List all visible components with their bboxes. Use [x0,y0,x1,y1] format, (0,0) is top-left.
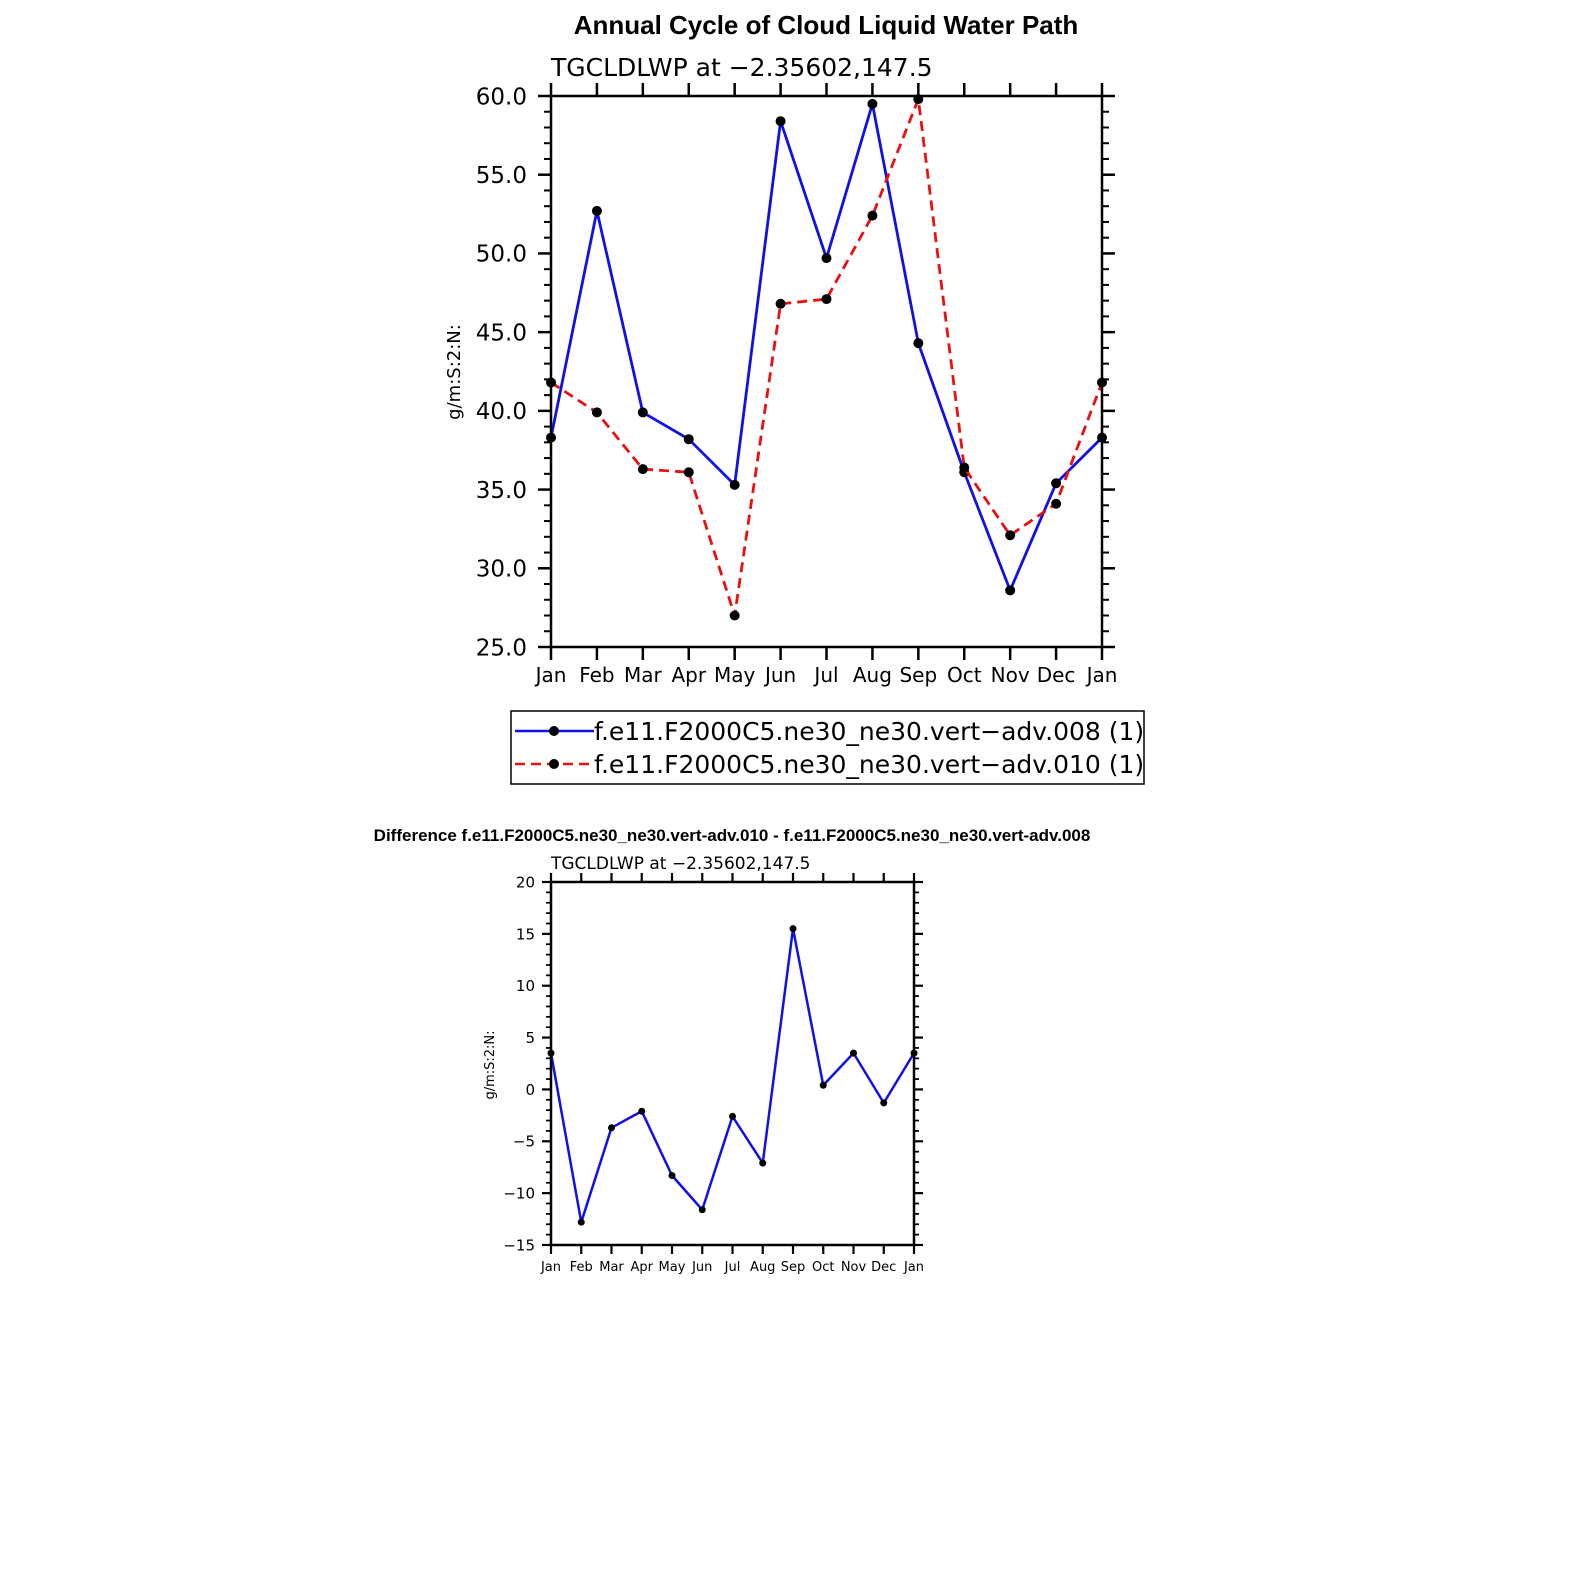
y-tick-label: 10 [516,977,535,995]
data-point-series-1 [698,1206,706,1214]
data-point-series-1 [1051,478,1062,489]
x-tick-label: Jan [534,663,567,687]
x-tick-label: Sep [781,1260,806,1275]
data-point-series-1 [821,253,832,264]
x-tick-label: Jan [540,1260,561,1275]
annual-cycle-chart: Annual Cycle of Cloud Liquid Water Path … [444,10,1145,785]
data-point-series-2 [637,464,648,475]
data-point-series-1 [759,1159,767,1167]
y-tick-label: 20 [516,873,535,891]
data-point-series-2 [959,462,970,473]
series-line-2 [550,97,1104,617]
data-point-series-2 [867,210,878,221]
data-point-series-1 [637,407,648,418]
y-tick-label: 60.0 [476,84,527,110]
y-tick-label: 45.0 [476,320,527,346]
data-point-series-1 [729,479,740,490]
data-point-series-1 [683,434,694,445]
y-tick-label: 5 [525,1029,535,1047]
chart-title: Annual Cycle of Cloud Liquid Water Path [574,10,1079,40]
x-tick-label: Sep [899,663,937,687]
x-tick-label: Apr [671,663,706,687]
y-tick-label: 55.0 [476,163,527,189]
legend-marker-series-2 [549,759,559,769]
x-tick-label: Apr [631,1260,654,1275]
y-tick-label: 30.0 [476,557,527,583]
x-tick-label: Oct [947,663,982,687]
legend-marker-series-1 [549,726,559,736]
data-point-series-1 [577,1218,585,1226]
legend-label-series-1: f.e11.F2000C5.ne30_ne30.vert−adv.008 (1) [594,717,1144,746]
data-point-series-2 [821,294,832,305]
data-point-series-2 [1005,530,1016,541]
data-point-series-2 [1051,498,1062,509]
x-tick-label: May [714,663,756,687]
legend: f.e11.F2000C5.ne30_ne30.vert−adv.008 (1)… [510,710,1145,785]
y-tick-label: 15 [516,925,535,943]
series-line-1 [549,102,1103,592]
y-tick-label: −10 [503,1185,535,1203]
data-point-series-1 [850,1049,857,1057]
x-tick-label: Jul [724,1260,741,1275]
legend-label-series-2: f.e11.F2000C5.ne30_ne30.vert−adv.010 (1) [594,750,1144,779]
data-point-series-1 [729,1112,736,1120]
x-tick-label: Nov [991,663,1030,687]
chart-title: Difference f.e11.F2000C5.ne30_ne30.vert-… [374,826,1091,845]
y-tick-label: 25.0 [476,635,527,661]
data-point-series-1 [913,338,924,349]
data-point-series-2 [683,467,694,478]
x-tick-label: Jul [812,663,838,687]
x-tick-label: Mar [599,1260,624,1275]
plot-frame [549,94,1104,649]
chart-subtitle: TGCLDLWP at −2.35602,147.5 [550,854,810,874]
x-tick-label: Jun [763,663,796,687]
x-tick-label: Mar [624,663,663,687]
x-tick-label: Jan [1085,663,1118,687]
data-point-series-1 [867,98,878,109]
data-point-series-1 [591,205,602,216]
data-point-series-1 [775,116,786,127]
data-point-series-1 [668,1172,676,1180]
x-tick-label: Aug [853,663,892,687]
y-tick-label: 40.0 [476,399,527,425]
y-tick-label: −5 [513,1133,535,1151]
x-tick-label: Feb [570,1260,593,1275]
x-tick-label: Dec [871,1260,896,1275]
data-point-series-1 [608,1124,615,1132]
data-point-series-2 [775,298,786,309]
y-axis-label: g/m:S:2:N: [483,1030,498,1099]
legend-box [510,710,1145,785]
series-line-1 [549,927,916,1224]
data-point-series-1 [1005,585,1016,596]
x-tick-label: May [659,1260,686,1275]
data-point-series-2 [591,407,602,418]
x-tick-label: Jan [903,1260,924,1275]
y-tick-label: −15 [503,1236,535,1254]
plot-frame [549,880,916,1247]
difference-chart: Difference f.e11.F2000C5.ne30_ne30.vert-… [374,826,1091,1275]
x-tick-label: Oct [812,1260,834,1275]
x-tick-label: Dec [1037,663,1076,687]
x-tick-label: Feb [579,663,614,687]
y-tick-label: 50.0 [476,242,527,268]
data-point-series-2 [729,610,740,621]
x-tick-label: Jun [691,1260,712,1275]
data-point-series-1 [789,925,797,933]
y-axis-label: g/m:S:2:N: [444,324,465,420]
data-point-series-1 [880,1099,888,1107]
x-tick-label: Nov [841,1260,867,1275]
data-point-series-1 [638,1107,646,1115]
y-tick-label: 0 [525,1081,535,1099]
y-tick-label: 35.0 [476,478,527,504]
chart-subtitle: TGCLDLWP at −2.35602,147.5 [550,53,933,82]
x-tick-label: Aug [750,1260,775,1275]
data-point-series-1 [819,1081,827,1089]
